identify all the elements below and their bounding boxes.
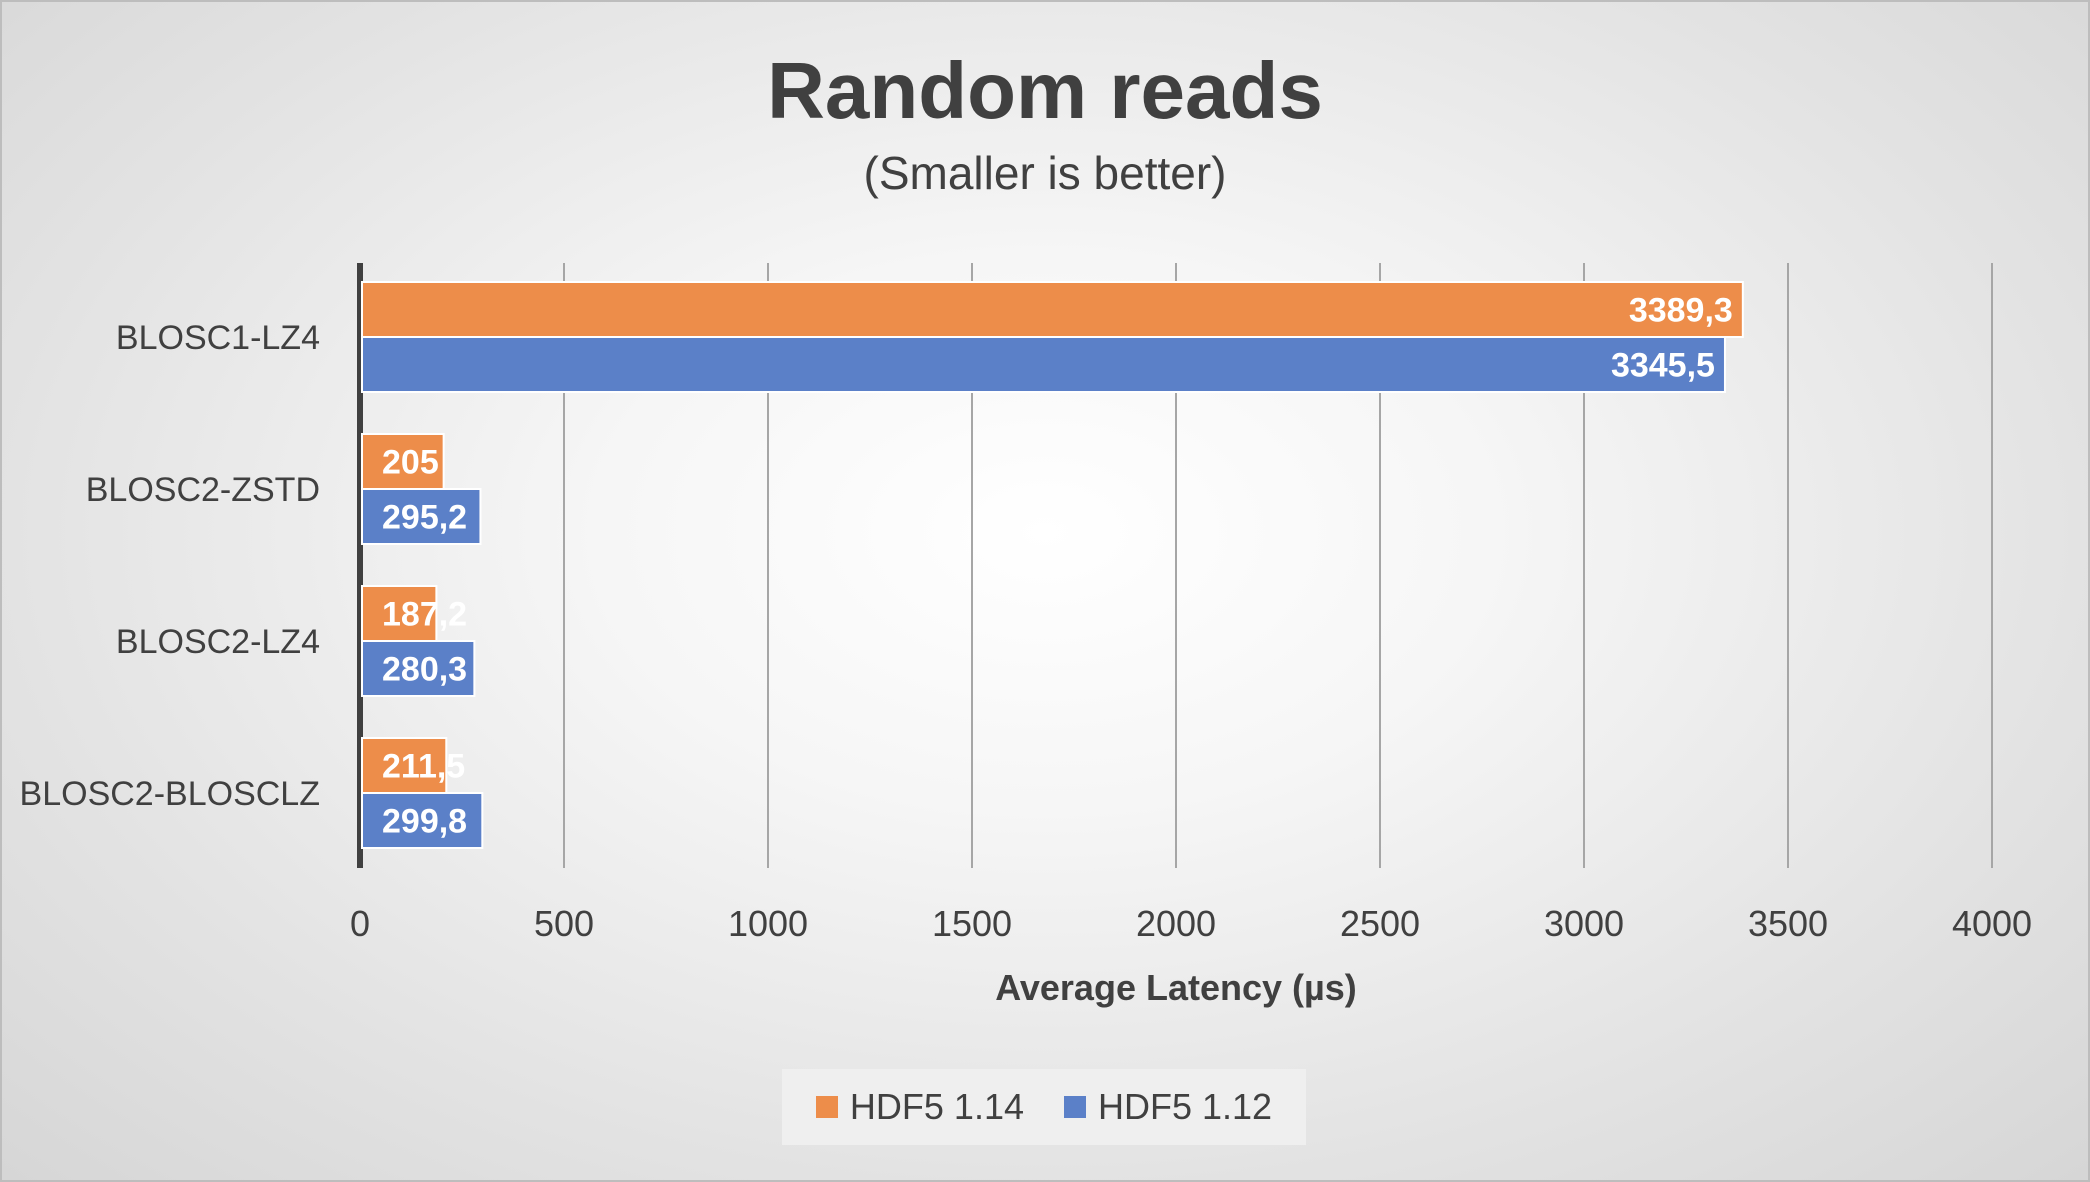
x-axis-title: Average Latency (µs) bbox=[995, 967, 1357, 1008]
x-tick-label-4000: 4000 bbox=[1952, 903, 2032, 944]
data-label-blosc2-lz4-series-0: 187,2 bbox=[382, 596, 467, 634]
x-tick-label-2500: 2500 bbox=[1340, 903, 1420, 944]
bar-blosc2-zstd-series-1 bbox=[361, 488, 482, 545]
category-label-blosc2-lz4: BLOSC2-LZ4 bbox=[116, 623, 320, 661]
x-tick-label-0: 0 bbox=[350, 903, 370, 944]
legend-swatch-hdf5-112 bbox=[1064, 1096, 1086, 1118]
data-label-blosc2-zstd-series-0: 205 bbox=[382, 444, 439, 482]
category-label-blosc2-zstd: BLOSC2-ZSTD bbox=[86, 471, 320, 509]
legend-item-hdf5-112: HDF5 1.12 bbox=[1064, 1086, 1272, 1128]
data-label-blosc2-lz4-series-1: 280,3 bbox=[382, 651, 467, 689]
x-tick-label-1500: 1500 bbox=[932, 903, 1012, 944]
x-tick-label-500: 500 bbox=[534, 903, 594, 944]
category-label-blosc1-lz4: BLOSC1-LZ4 bbox=[116, 319, 320, 357]
bar-blosc1-lz4-series-1 bbox=[361, 336, 1726, 393]
x-tick-label-3500: 3500 bbox=[1748, 903, 1828, 944]
chart-title: Random reads bbox=[767, 46, 1323, 135]
data-label-blosc2-blosclz-series-0: 211,5 bbox=[382, 748, 465, 786]
data-label-blosc2-blosclz-series-1: 299,8 bbox=[382, 803, 467, 841]
legend-swatch-hdf5-114 bbox=[815, 1096, 838, 1118]
bar-blosc2-blosclz-series-1 bbox=[361, 792, 484, 849]
legend-label-hdf5-112: HDF5 1.12 bbox=[1098, 1086, 1273, 1127]
bar-blosc2-lz4-series-1 bbox=[361, 640, 476, 697]
bar-blosc1-lz4-series-0 bbox=[361, 281, 1744, 338]
data-label-blosc2-zstd-series-1: 295,2 bbox=[382, 499, 467, 537]
chart-subtitle: (Smaller is better) bbox=[863, 147, 1227, 199]
legend-item-hdf5-114: HDF5 1.14 bbox=[815, 1086, 1024, 1128]
data-label-blosc1-lz4-series-1: 3345,5 bbox=[1611, 347, 1715, 385]
category-label-blosc2-blosclz: BLOSC2-BLOSCLZ bbox=[20, 775, 320, 813]
legend-label-hdf5-114: HDF5 1.14 bbox=[849, 1086, 1024, 1127]
x-tick-label-1000: 1000 bbox=[728, 903, 808, 944]
bar-blosc2-lz4-series-0 bbox=[361, 585, 438, 642]
data-label-blosc1-lz4-series-0: 3389,3 bbox=[1629, 292, 1733, 330]
legend: HDF5 1.14 HDF5 1.12 bbox=[782, 1069, 1306, 1145]
x-tick-label-3000: 3000 bbox=[1544, 903, 1624, 944]
bar-blosc2-zstd-series-0 bbox=[361, 433, 445, 490]
x-tick-label-2000: 2000 bbox=[1136, 903, 1216, 944]
